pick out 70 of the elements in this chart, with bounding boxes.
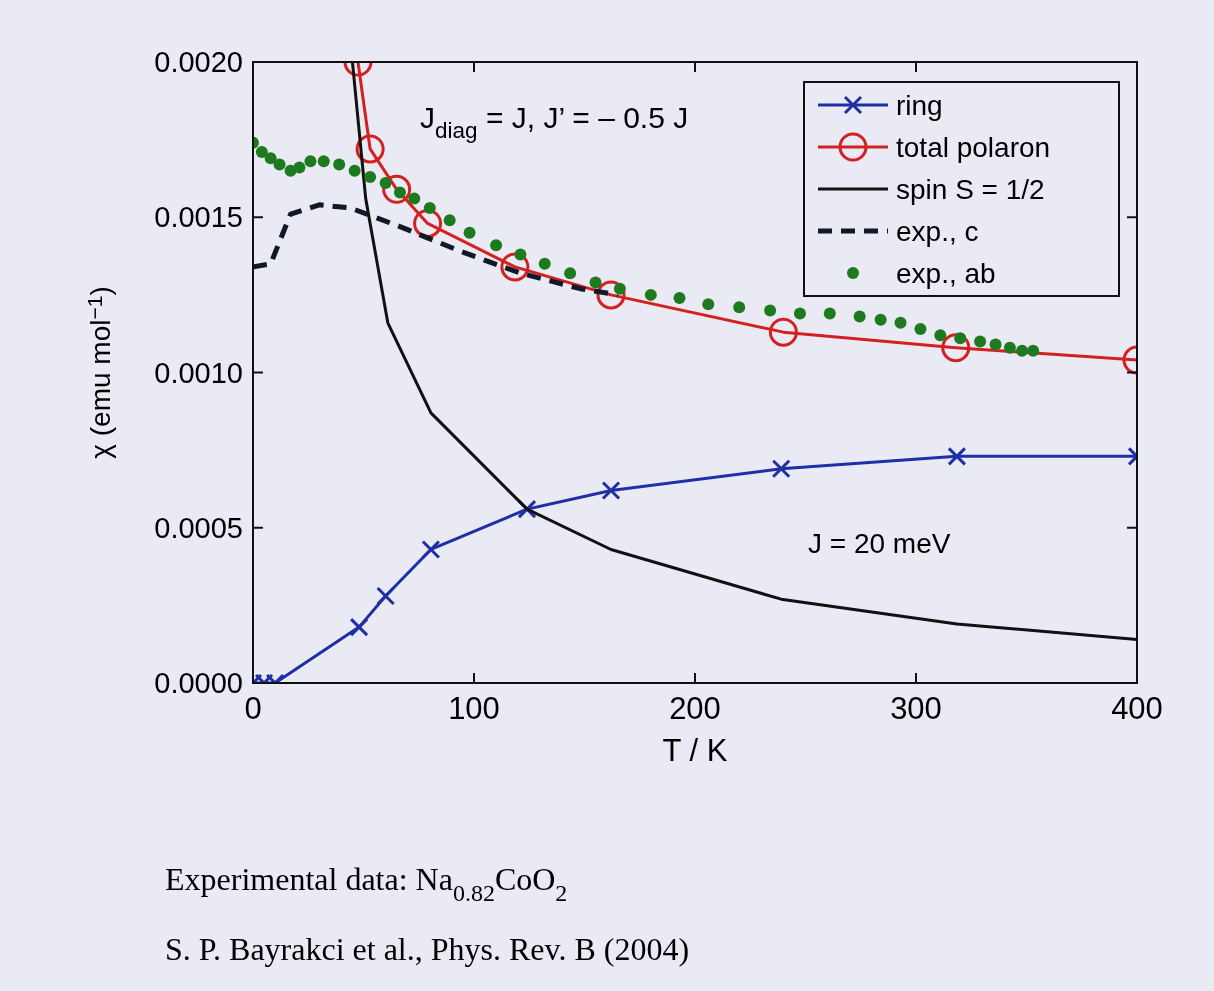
x-tick-label: 300 — [890, 691, 942, 726]
point — [423, 201, 436, 214]
point — [934, 329, 947, 342]
text: S. P. Bayrakci et al., Phys. Rev. B (2004) — [165, 931, 690, 967]
point — [317, 155, 330, 168]
point — [702, 298, 715, 311]
x-tick-label: 400 — [1111, 691, 1163, 726]
point — [644, 288, 657, 301]
point — [379, 177, 392, 190]
point — [771, 459, 791, 479]
x-tick-label: 100 — [448, 691, 500, 726]
point — [463, 226, 476, 239]
point — [733, 301, 746, 314]
legend-label: spin S = 1/2 — [896, 174, 1045, 205]
point — [408, 192, 421, 205]
point — [333, 158, 346, 171]
point — [589, 276, 602, 289]
point — [853, 310, 866, 323]
point — [954, 332, 967, 345]
point — [490, 239, 503, 252]
text: Experimental data: Na$_{0.82}$CoO$_{2}$ — [165, 861, 568, 906]
point — [349, 617, 369, 637]
point — [304, 155, 317, 168]
legend-label: exp., ab — [896, 258, 996, 289]
x-tick-label: 200 — [669, 691, 721, 726]
point — [1003, 341, 1016, 354]
point — [974, 335, 987, 348]
y-tick-label: 0.0015 — [154, 201, 243, 234]
point — [500, 252, 530, 282]
point — [255, 146, 268, 159]
point — [443, 214, 456, 227]
legend-label: ring — [896, 90, 943, 121]
point — [364, 170, 377, 183]
y-tick-label: 0.0005 — [154, 511, 243, 544]
point — [673, 291, 686, 304]
point — [382, 174, 412, 204]
y-tick-label: 0.0020 — [154, 46, 243, 78]
point — [596, 280, 626, 310]
point — [768, 317, 798, 347]
point — [514, 248, 527, 261]
legend-label: exp., c — [896, 216, 979, 247]
point — [564, 267, 577, 280]
point — [273, 158, 286, 171]
x-axis-title: T / K — [662, 733, 728, 768]
point — [764, 304, 777, 317]
point — [1027, 344, 1040, 357]
annotation: J$_{diag}$ = J, J’ = – 0.5 J — [420, 101, 689, 144]
point — [293, 161, 306, 174]
point — [355, 134, 385, 164]
point — [989, 338, 1002, 351]
point — [538, 257, 551, 270]
point — [613, 282, 626, 295]
legend-label: total polaron — [896, 132, 1051, 163]
point — [601, 480, 621, 500]
point — [793, 307, 806, 320]
point — [894, 316, 907, 329]
point — [264, 152, 277, 165]
point — [421, 539, 441, 559]
point — [914, 323, 927, 336]
point — [348, 164, 361, 177]
annotation: J = 20 meV — [808, 528, 951, 559]
point — [376, 586, 396, 606]
point — [874, 313, 887, 326]
y-tick-label: 0.0000 — [154, 667, 243, 699]
y-tick-label: 0.0010 — [154, 356, 243, 389]
point — [823, 307, 836, 320]
point — [947, 446, 967, 466]
x-tick-label: 0 — [244, 691, 262, 726]
point — [1016, 344, 1029, 357]
point — [941, 333, 971, 363]
